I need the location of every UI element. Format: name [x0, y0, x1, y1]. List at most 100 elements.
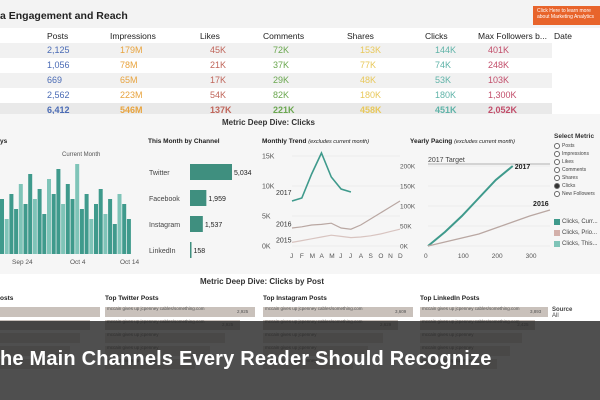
channel-bar [190, 164, 232, 180]
daily-bar [61, 204, 66, 254]
source-value[interactable]: All [552, 313, 559, 319]
learn-more-button[interactable]: Click Here to learn more about Marketing… [533, 6, 600, 25]
deep-dive-title: Metric Deep Dive: Clicks [222, 118, 315, 127]
monthly-ytick: 5K [262, 214, 271, 221]
post-column-title: Top Twitter Posts [105, 295, 159, 302]
monthly-ytick: 0K [262, 244, 271, 251]
summary-table: Posts Impressions Likes Comments Shares Click… [0, 28, 600, 118]
metric-deep-dive-panel: Metric Deep Dive: Clicks ys Current Mont… [0, 114, 600, 274]
summary-cell: 458K [360, 105, 382, 115]
radio-button[interactable] [554, 182, 560, 189]
yearly-ytick: 50K [400, 224, 412, 231]
summary-cell: 37K [273, 60, 290, 70]
by-post-title: Metric Deep Dive: Clicks by Post [200, 277, 325, 286]
summary-cell: 72K [273, 45, 290, 55]
monthly-xtick: M [329, 253, 334, 260]
metric-option-new-followers[interactable]: New Followers [554, 189, 595, 198]
legend-item: Clicks, This... [554, 241, 598, 247]
radio-button[interactable] [554, 174, 560, 181]
source-label: Source [552, 307, 573, 313]
channel-bar [190, 242, 192, 258]
metric-option-label: New Followers [562, 190, 595, 197]
column-header-1[interactable]: Impressions [110, 31, 156, 41]
yearly-ytick: 100K [400, 204, 416, 211]
monthly-series-line [291, 151, 352, 202]
post-row[interactable] [0, 306, 100, 318]
daily-bar [75, 164, 80, 254]
source-filter[interactable]: Source All [552, 307, 600, 319]
post-text: mccain gives up jcpenney cables/somethin… [422, 306, 520, 311]
radio-button[interactable] [554, 190, 560, 197]
radio-button[interactable] [554, 142, 560, 149]
column-header-6[interactable]: Max Followers b... [478, 31, 547, 41]
summary-cell: 401K [488, 45, 510, 55]
monthly-series-label: 2015 [276, 238, 292, 245]
monthly-xtick: M [310, 253, 315, 260]
legend-swatch [554, 230, 560, 236]
summary-cell: 48K [360, 75, 377, 85]
daily-bar [65, 184, 70, 254]
daily-bar [70, 199, 75, 254]
summary-cell: 248K [488, 60, 510, 70]
post-bar [420, 307, 548, 317]
metric-option-label: Comments [562, 166, 587, 173]
summary-cell: 2,052K [488, 105, 518, 115]
column-header-0[interactable]: Posts [47, 31, 69, 41]
daily-bar [18, 184, 23, 254]
post-row[interactable]: mccain gives up jcpenney cables/somethin… [105, 306, 255, 318]
post-value: 2,925 [237, 309, 249, 314]
column-header-5[interactable]: Clicks [425, 31, 448, 41]
daily-bar [4, 219, 9, 254]
metric-option-likes[interactable]: Likes [554, 157, 574, 166]
summary-cell: 77K [360, 60, 377, 70]
daily-xtick: Oct 4 [70, 259, 86, 266]
monthly-xtick: O [378, 253, 383, 260]
metric-option-comments[interactable]: Comments [554, 165, 586, 174]
post-row[interactable]: mccain gives up jcpenney cables/somethin… [420, 306, 548, 318]
post-text: mccain gives up jcpenney cables/somethin… [107, 306, 205, 311]
post-column-title: Top LinkedIn Posts [420, 295, 480, 302]
daily-bar [89, 219, 94, 254]
radio-button[interactable] [554, 166, 560, 173]
metric-option-posts[interactable]: Posts [554, 141, 575, 150]
metric-option-impressions[interactable]: Impressions [554, 149, 589, 158]
summary-cell: 29K [273, 75, 290, 85]
radio-button[interactable] [554, 150, 560, 157]
summary-cell: 179M [120, 45, 143, 55]
metric-selector: Select Metric Posts Impressions Likes Comme… [552, 131, 600, 261]
daily-bar [14, 209, 19, 254]
target-label: 2017 Target [428, 157, 465, 164]
metric-option-clicks[interactable]: Clicks [554, 181, 575, 190]
daily-bar [103, 214, 108, 254]
post-value: 3,893 [530, 309, 542, 314]
yearly-series-line [427, 209, 551, 247]
channel-label: Instagram [149, 222, 180, 229]
summary-cell: 103K [488, 75, 510, 85]
summary-cell: 223M [120, 90, 143, 100]
summary-cell: 451K [435, 105, 457, 115]
column-header-2[interactable]: Likes [200, 31, 220, 41]
monthly-xtick: N [388, 253, 393, 260]
daily-bar [32, 199, 37, 254]
banner-text: he Main Channels Every Reader Should Rec… [0, 348, 492, 370]
summary-cell: 21K [210, 60, 227, 70]
yearly-ytick: 150K [400, 184, 416, 191]
daily-xtick: Oct 14 [120, 259, 140, 266]
column-header-4[interactable]: Shares [347, 31, 374, 41]
column-header-date[interactable]: Date [554, 31, 572, 41]
legend-swatch [554, 241, 560, 247]
channel-value-label: 1,959 [208, 196, 226, 203]
daily-bar [79, 209, 84, 254]
summary-cell: 2,562 [47, 90, 70, 100]
metric-option-shares[interactable]: Shares [554, 173, 578, 182]
summary-cell: 74K [435, 60, 452, 70]
daily-bar [94, 204, 98, 254]
radio-button[interactable] [554, 158, 560, 165]
monthly-xtick: J [290, 253, 293, 260]
column-header-3[interactable]: Comments [263, 31, 305, 41]
monthly-series-label: 2017 [276, 190, 292, 197]
post-row[interactable]: mccain gives up jcpenney cables/somethin… [263, 306, 413, 318]
yearly-xtick: 200 [492, 253, 503, 260]
post-bar [263, 307, 413, 317]
